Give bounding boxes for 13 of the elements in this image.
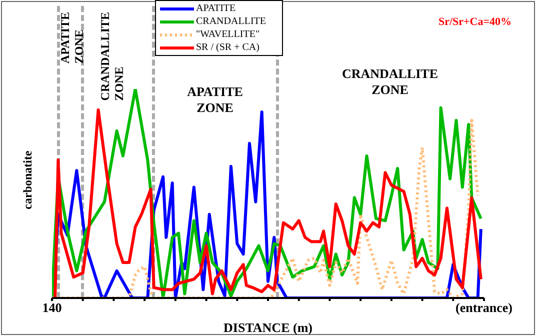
legend-label: "WAVELLITE" [196,29,260,40]
annotation: CRANDALLITE ZONE [340,66,440,98]
text: Sr/Sr+Ca=40% [437,15,513,30]
y-axis-title: carbonatite [20,150,36,210]
legend-label: SR / (SR + CA) [196,42,260,53]
annotation: CRANDALLITE ZONE [98,12,126,101]
x-tick-label: (entrance) [455,300,513,316]
x-axis-title: DISTANCE (m) [224,320,312,335]
x-tick-label: 140 [42,300,62,316]
legend-label: CRANDALLITE [196,16,266,27]
annotation: APATITE ZONE [186,84,244,116]
text: APATITE ZONE [58,12,86,64]
legend-label: APATITE [196,3,236,14]
